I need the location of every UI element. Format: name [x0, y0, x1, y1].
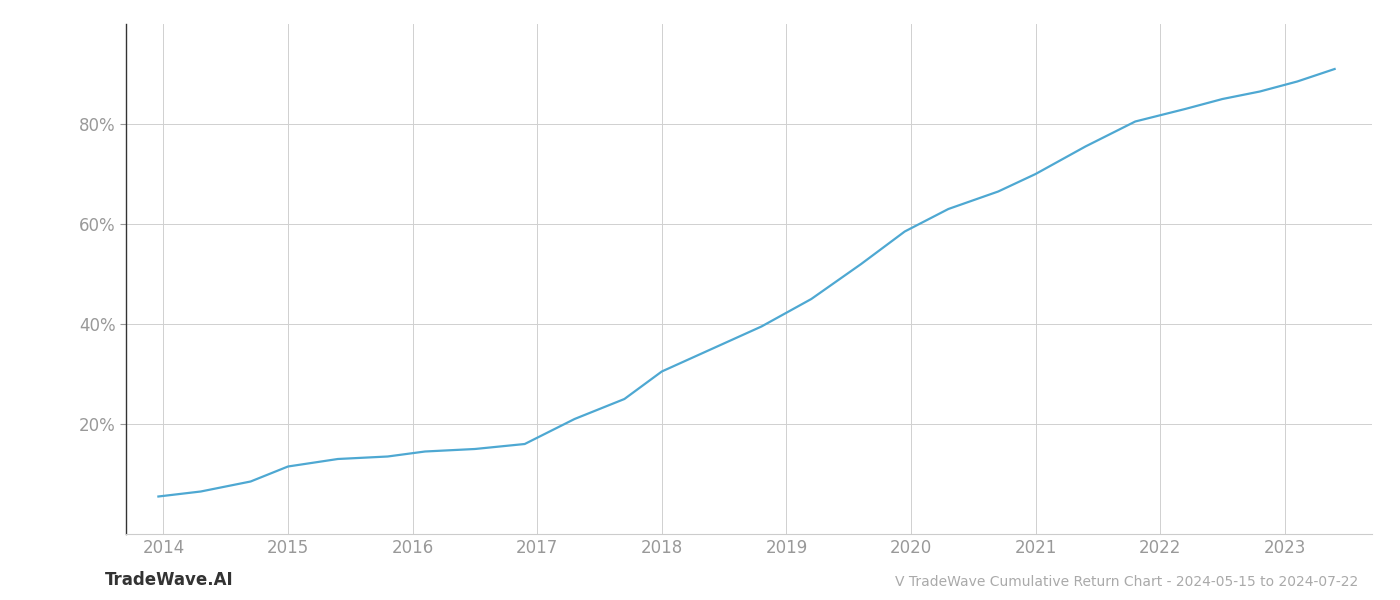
Text: TradeWave.AI: TradeWave.AI — [105, 571, 234, 589]
Text: V TradeWave Cumulative Return Chart - 2024-05-15 to 2024-07-22: V TradeWave Cumulative Return Chart - 20… — [895, 575, 1358, 589]
